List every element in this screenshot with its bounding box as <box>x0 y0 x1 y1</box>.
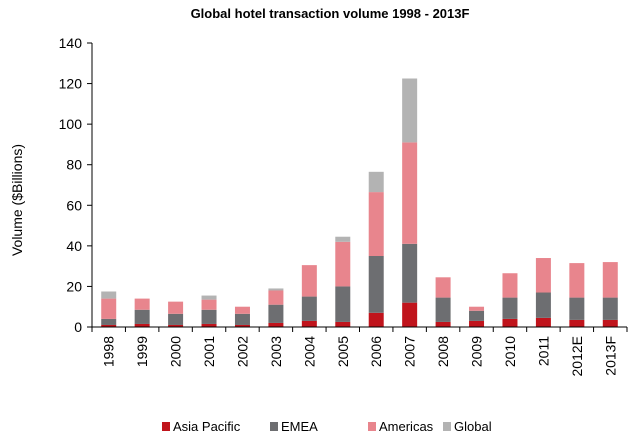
bars-group <box>101 78 618 327</box>
y-axis-title: Volume ($Billions) <box>9 144 25 256</box>
bar-segment-americas <box>435 277 451 298</box>
y-tick-label: 80 <box>66 157 82 173</box>
bar-segment-global <box>201 295 217 300</box>
legend-label-emea: EMEA <box>281 419 318 434</box>
bar-segment-asia-pacific <box>569 319 585 327</box>
bar-segment-asia-pacific <box>402 302 418 327</box>
bar-segment-emea <box>535 292 551 318</box>
bar-segment-americas <box>602 262 618 298</box>
bar-segment-americas <box>502 273 518 298</box>
x-tick-label: 2009 <box>469 336 485 367</box>
bar-segment-americas <box>234 306 250 314</box>
x-tick-label: 2001 <box>201 336 217 367</box>
y-tick-label: 140 <box>59 35 83 51</box>
y-tick-label: 100 <box>59 116 83 132</box>
bar-segment-americas <box>301 265 317 297</box>
x-tick-label: 2013F <box>602 336 618 376</box>
bar-segment-global <box>335 236 351 242</box>
bar-segment-asia-pacific <box>602 319 618 327</box>
bar-segment-asia-pacific <box>435 321 451 327</box>
bar-segment-americas <box>535 258 551 293</box>
bar-segment-asia-pacific <box>268 322 284 327</box>
legend-swatch-global <box>443 422 451 431</box>
x-tick-label: 2011 <box>535 336 551 366</box>
x-tick-label: 2002 <box>234 336 250 367</box>
x-tick-label: 1999 <box>134 336 150 367</box>
bar-segment-emea <box>201 309 217 324</box>
bar-segment-global <box>101 291 117 299</box>
bar-segment-asia-pacific <box>535 317 551 327</box>
bar-segment-emea <box>134 309 150 324</box>
legend-swatch-asia-pacific <box>162 422 170 431</box>
legend-label-americas: Americas <box>379 419 434 434</box>
y-tick-label: 60 <box>66 197 82 213</box>
bar-segment-emea <box>435 297 451 322</box>
y-tick-label: 20 <box>66 278 82 294</box>
y-tick-label: 0 <box>74 319 82 335</box>
bar-segment-asia-pacific <box>368 312 384 327</box>
bar-segment-emea <box>402 243 418 303</box>
x-tick-label: 2004 <box>301 336 317 367</box>
y-axis-ticks: 0 20 40 60 80 100 120 140 <box>59 35 92 335</box>
bar-segment-asia-pacific <box>502 318 518 327</box>
bar-segment-asia-pacific <box>469 320 485 327</box>
bar-segment-emea <box>101 318 117 325</box>
x-tick-label: 2010 <box>502 336 518 367</box>
bar-segment-asia-pacific <box>201 323 217 327</box>
x-tick-label: 2007 <box>402 336 418 367</box>
bar-segment-emea <box>469 310 485 321</box>
bar-segment-emea <box>168 313 184 325</box>
bar-segment-americas <box>201 299 217 310</box>
bar-segment-americas <box>469 306 485 311</box>
x-tick-label: 2008 <box>435 336 451 367</box>
x-tick-label: 2005 <box>335 336 351 367</box>
legend-swatch-americas <box>368 422 376 431</box>
x-tick-label: 2003 <box>268 336 284 367</box>
bar-segment-asia-pacific <box>134 323 150 327</box>
legend: Asia Pacific EMEA Americas Global <box>162 419 492 434</box>
bar-segment-emea <box>569 297 585 320</box>
bar-segment-emea <box>368 256 384 313</box>
bar-segment-americas <box>134 298 150 310</box>
x-axis-ticks: 1998 1999 2000 2001 2002 2003 2004 2005 2006 2007… <box>91 327 628 376</box>
bar-segment-global <box>268 288 284 291</box>
bar-segment-global <box>402 78 418 143</box>
legend-label-global: Global <box>454 419 492 434</box>
bar-segment-global <box>368 171 384 193</box>
bar-segment-emea <box>268 304 284 323</box>
bar-segment-americas <box>368 192 384 256</box>
bar-segment-americas <box>268 290 284 305</box>
bar-segment-americas <box>569 263 585 298</box>
bar-segment-americas <box>101 298 117 319</box>
legend-label-asia-pacific: Asia Pacific <box>173 419 241 434</box>
bar-segment-americas <box>402 142 418 244</box>
bar-segment-americas <box>168 301 184 314</box>
bar-segment-asia-pacific <box>101 324 117 327</box>
x-tick-label: 1998 <box>101 336 117 367</box>
chart-title: Global hotel transaction volume 1998 - 2… <box>191 6 470 21</box>
bar-segment-asia-pacific <box>168 324 184 327</box>
y-tick-label: 40 <box>66 238 82 254</box>
bar-segment-emea <box>602 297 618 320</box>
bar-segment-emea <box>301 296 317 321</box>
bar-segment-emea <box>335 286 351 322</box>
x-tick-label: 2000 <box>168 336 184 367</box>
legend-swatch-emea <box>270 422 278 431</box>
bar-segment-emea <box>234 313 250 325</box>
y-tick-label: 120 <box>59 76 83 92</box>
bar-segment-asia-pacific <box>301 320 317 327</box>
bar-segment-asia-pacific <box>335 321 351 327</box>
bar-segment-emea <box>502 297 518 319</box>
x-tick-label: 2012E <box>569 336 585 376</box>
bar-segment-americas <box>335 241 351 287</box>
bar-segment-asia-pacific <box>234 324 250 327</box>
x-tick-label: 2006 <box>368 336 384 367</box>
